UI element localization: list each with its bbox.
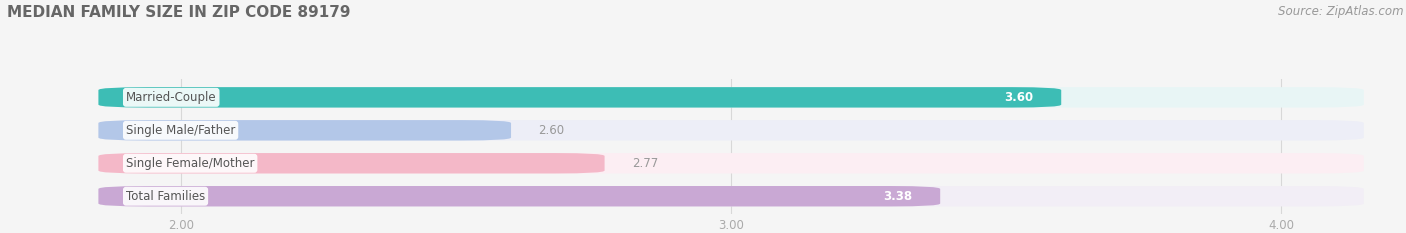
Text: Source: ZipAtlas.com: Source: ZipAtlas.com xyxy=(1278,5,1403,18)
FancyBboxPatch shape xyxy=(98,153,1364,174)
Text: Total Families: Total Families xyxy=(127,190,205,203)
FancyBboxPatch shape xyxy=(98,186,1364,206)
Text: MEDIAN FAMILY SIZE IN ZIP CODE 89179: MEDIAN FAMILY SIZE IN ZIP CODE 89179 xyxy=(7,5,350,20)
FancyBboxPatch shape xyxy=(98,120,510,140)
FancyBboxPatch shape xyxy=(98,153,605,174)
FancyBboxPatch shape xyxy=(98,87,1062,108)
Text: 3.60: 3.60 xyxy=(1005,91,1033,104)
FancyBboxPatch shape xyxy=(98,186,941,206)
Text: 2.60: 2.60 xyxy=(538,124,565,137)
FancyBboxPatch shape xyxy=(98,87,1364,108)
FancyBboxPatch shape xyxy=(98,120,1364,140)
Text: Married-Couple: Married-Couple xyxy=(127,91,217,104)
Text: 3.38: 3.38 xyxy=(883,190,912,203)
Text: Single Female/Mother: Single Female/Mother xyxy=(127,157,254,170)
Text: Single Male/Father: Single Male/Father xyxy=(127,124,235,137)
Text: 2.77: 2.77 xyxy=(633,157,658,170)
